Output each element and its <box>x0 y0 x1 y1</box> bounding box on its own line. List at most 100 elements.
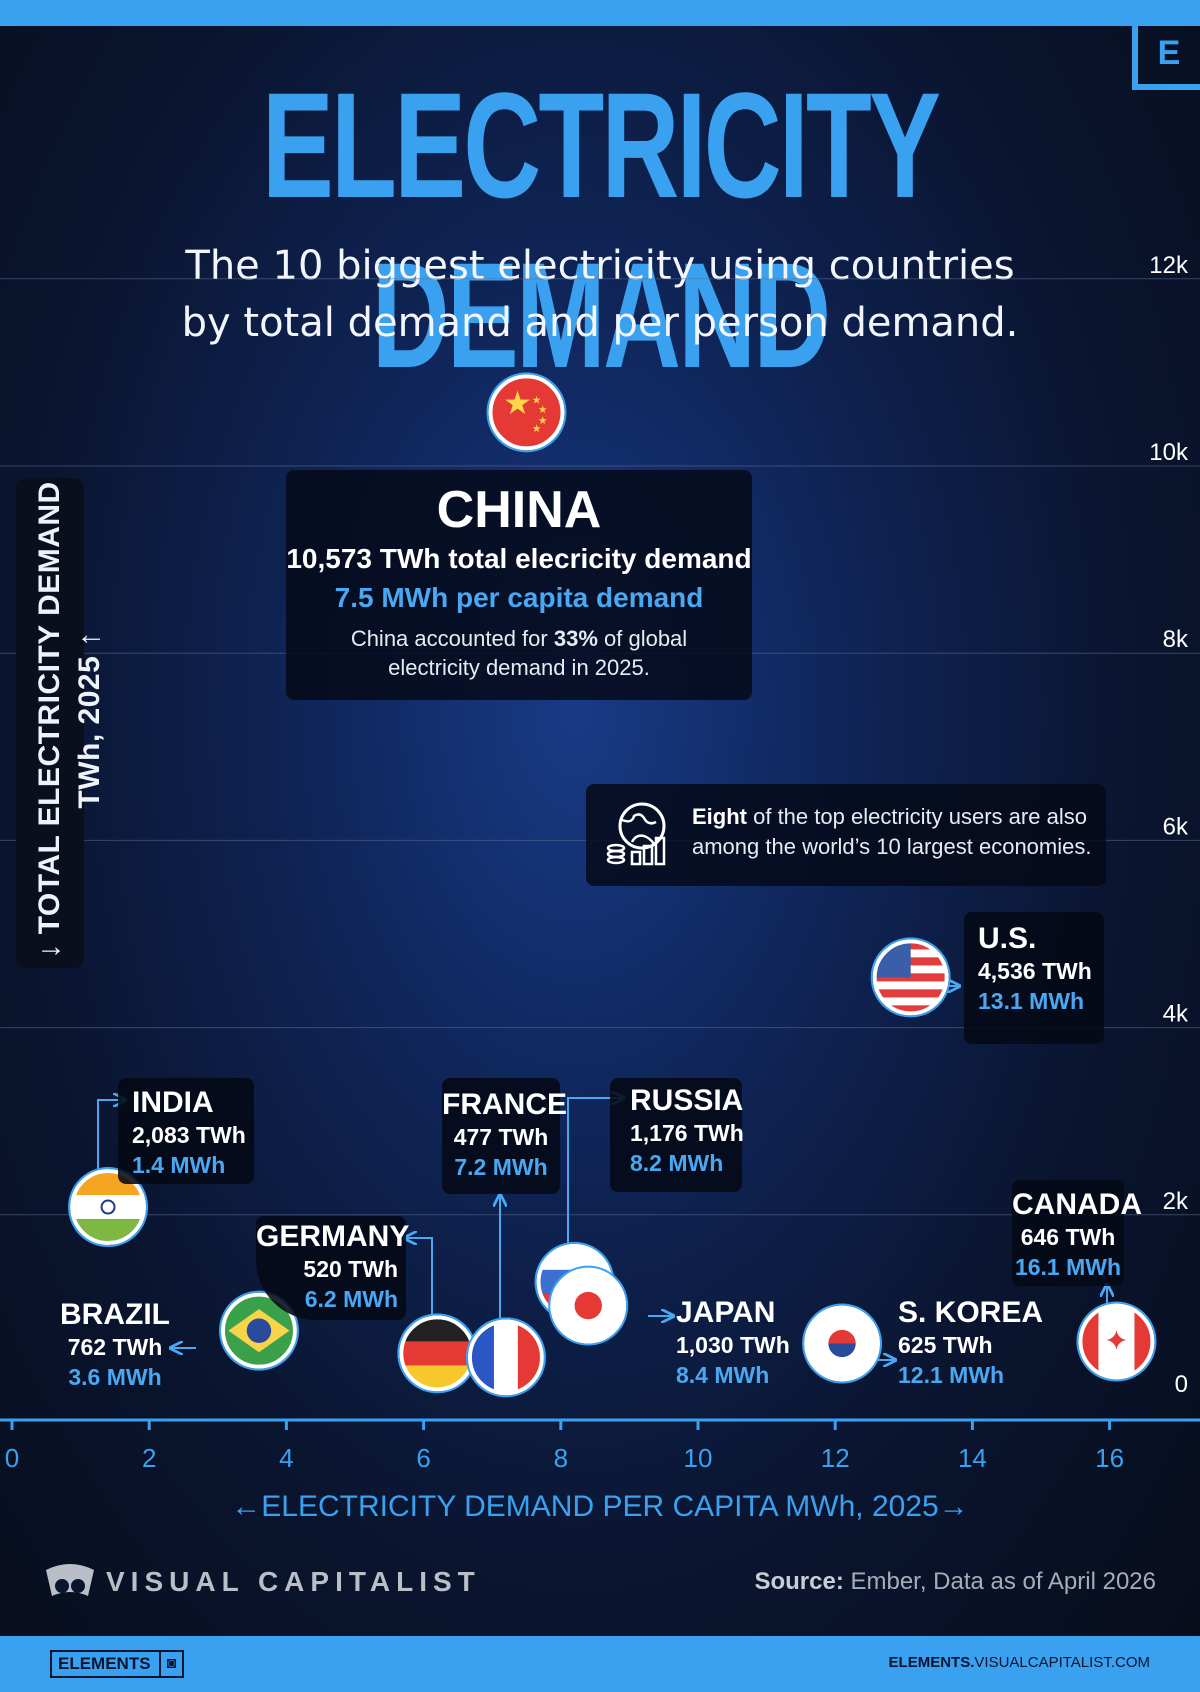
germany-flag <box>401 1317 474 1390</box>
flag-ring <box>1078 1303 1155 1380</box>
india-label: INDIA 2,083 TWh 1.4 MWh <box>132 1086 246 1180</box>
us-label: U.S. 4,536 TWh 13.1 MWh <box>978 922 1092 1016</box>
axes: 0 2k 4k 6k 8k 10k 12k 0 2 4 6 8 10 12 14 16 <box>0 252 1200 1473</box>
elements-badge-text: ELEMENTS <box>58 1654 151 1673</box>
south-korea-mwh: 12.1 MWh <box>898 1362 1005 1388</box>
india-mwh: 1.4 MWh <box>132 1152 226 1178</box>
top-accent-bar <box>0 0 1200 26</box>
x-tick-label: 12 <box>821 1443 850 1473</box>
china-note-suffix: of global electricity demand in 2025. <box>388 626 688 680</box>
elements-brand-mark: E <box>1132 26 1200 90</box>
data-points: ★ ★★★★ ✦ <box>68 372 1157 1398</box>
x-tick-label: 6 <box>416 1443 430 1473</box>
south-korea-flag <box>806 1307 879 1380</box>
elements-badge[interactable]: ELEMENTS ◙ <box>50 1650 185 1678</box>
y-tick-label: 8k <box>1163 626 1189 653</box>
flag-ring-outer <box>68 1167 149 1248</box>
india-name: INDIA <box>132 1086 214 1119</box>
connector-russia-flag <box>567 1098 622 1268</box>
china-callout: CHINA 10,573 TWh total elecricity demand… <box>286 470 752 700</box>
canada-label: CANADA 646 TWh 16.1 MWh <box>1012 1188 1142 1282</box>
svg-text:★: ★ <box>538 415 548 427</box>
elements-url-bold: ELEMENTS. <box>888 1654 975 1671</box>
economies-rest: of the top electricity users are also am… <box>692 804 1092 859</box>
china-note: China accounted for 33% of global electr… <box>286 624 752 682</box>
russia-label: RUSSIA 1,176 TWh 8.2 MWh <box>630 1084 744 1178</box>
south-korea-name: S. KOREA <box>898 1296 1044 1329</box>
germany-callout <box>256 1216 406 1320</box>
flag-ring-outer <box>465 1317 546 1398</box>
russia-callout <box>610 1078 742 1192</box>
x-tick-label: 2 <box>142 1443 156 1473</box>
russia-mwh: 8.2 MWh <box>630 1150 724 1176</box>
japan-twh: 1,030 TWh <box>676 1332 790 1358</box>
economies-text: Eight of the top electricity users are a… <box>692 802 1092 862</box>
y-tick-label: 12k <box>1149 252 1189 279</box>
flag-ring-outer <box>548 1265 629 1346</box>
grid-lines <box>0 278 1200 1216</box>
flag-ring <box>488 374 565 451</box>
flag-ring-outer <box>218 1290 299 1371</box>
south-korea-twh: 625 TWh <box>898 1332 993 1358</box>
y-tick-label: 0 <box>1175 1371 1188 1398</box>
elements-url[interactable]: ELEMENTS.VISUALCAPITALIST.COM <box>800 1654 1150 1671</box>
y-tick-label: 6k <box>1163 813 1189 840</box>
canada-name: CANADA <box>1012 1188 1142 1221</box>
canada-mwh: 16.1 MWh <box>1014 1254 1122 1280</box>
canada-callout <box>1012 1180 1124 1286</box>
china-note-highlight: 33% <box>553 626 598 651</box>
japan-mwh: 8.4 MWh <box>676 1362 770 1388</box>
flag-ring <box>872 939 949 1016</box>
subtitle-line-2: by total demand and per person demand. <box>181 300 1019 346</box>
connector-india-flag <box>97 1100 124 1180</box>
china-note-prefix: China accounted for <box>350 626 554 651</box>
x-axis-label: ←ELECTRICITY DEMAND PER CAPITA MWh, 2025… <box>231 1490 969 1523</box>
bottom-accent-bar <box>0 1636 1200 1692</box>
germany-mwh: 6.2 MWh <box>304 1286 398 1312</box>
flag-ring-outer <box>486 372 567 453</box>
china-name: CHINA <box>436 481 602 539</box>
y-axis-label: ↓ TOTAL ELECTRICITY DEMAND TWh, 2025 ↑ <box>33 481 106 959</box>
svg-text:✦: ✦ <box>1104 1326 1128 1358</box>
source-text: Ember, Data as of April 2026 <box>843 1568 1156 1595</box>
south-korea-label: S. KOREA 625 TWh 12.1 MWh <box>898 1296 1043 1390</box>
source-label: Source: <box>754 1568 844 1595</box>
x-tick-label: 8 <box>554 1443 568 1473</box>
main-title: ELECTRICITY DEMAND <box>261 61 941 399</box>
canada-twh: 646 TWh <box>1020 1224 1116 1250</box>
china-flag: ★ ★★★★ <box>490 376 563 449</box>
subtitle: The 10 biggest electricity using countri… <box>140 238 1060 352</box>
russia-twh: 1,176 TWh <box>630 1120 744 1146</box>
germany-twh: 520 TWh <box>303 1256 398 1282</box>
france-mwh: 7.2 MWh <box>454 1154 548 1180</box>
y-axis-label-box <box>16 478 84 968</box>
y-tick-label: 2k <box>1163 1188 1189 1215</box>
india-callout <box>118 1078 254 1184</box>
publisher-name: VISUAL CAPITALIST <box>106 1566 481 1597</box>
china-total-demand: 10,573 TWh total elecricity demand <box>286 543 752 574</box>
russia-name: RUSSIA <box>630 1084 744 1117</box>
flag-ring <box>70 1169 147 1246</box>
flag-ring-outer <box>802 1303 883 1384</box>
y-tick-label: 4k <box>1163 1001 1189 1028</box>
us-mwh: 13.1 MWh <box>978 988 1085 1014</box>
svg-text:★: ★ <box>532 423 542 435</box>
economies-callout: Eight of the top electricity users are a… <box>586 784 1106 886</box>
svg-text:★: ★ <box>538 404 548 416</box>
japan-name: JAPAN <box>676 1296 776 1329</box>
france-callout <box>442 1078 560 1194</box>
x-tick-label: 14 <box>958 1443 987 1473</box>
germany-label: GERMANY 520 TWh 6.2 MWh <box>256 1220 409 1314</box>
x-tick-label: 10 <box>684 1443 713 1473</box>
brazil-flag <box>222 1294 295 1367</box>
flag-ring <box>550 1267 627 1344</box>
france-twh: 477 TWh <box>453 1124 549 1150</box>
brazil-name: BRAZIL <box>60 1298 170 1331</box>
globe-economy-icon <box>606 802 666 866</box>
elements-mark-icon: ◙ <box>158 1652 176 1676</box>
brazil-twh: 762 TWh <box>67 1334 163 1360</box>
india-twh: 2,083 TWh <box>132 1122 246 1148</box>
us-twh: 4,536 TWh <box>978 958 1092 984</box>
flag-ring-outer <box>870 937 951 1018</box>
